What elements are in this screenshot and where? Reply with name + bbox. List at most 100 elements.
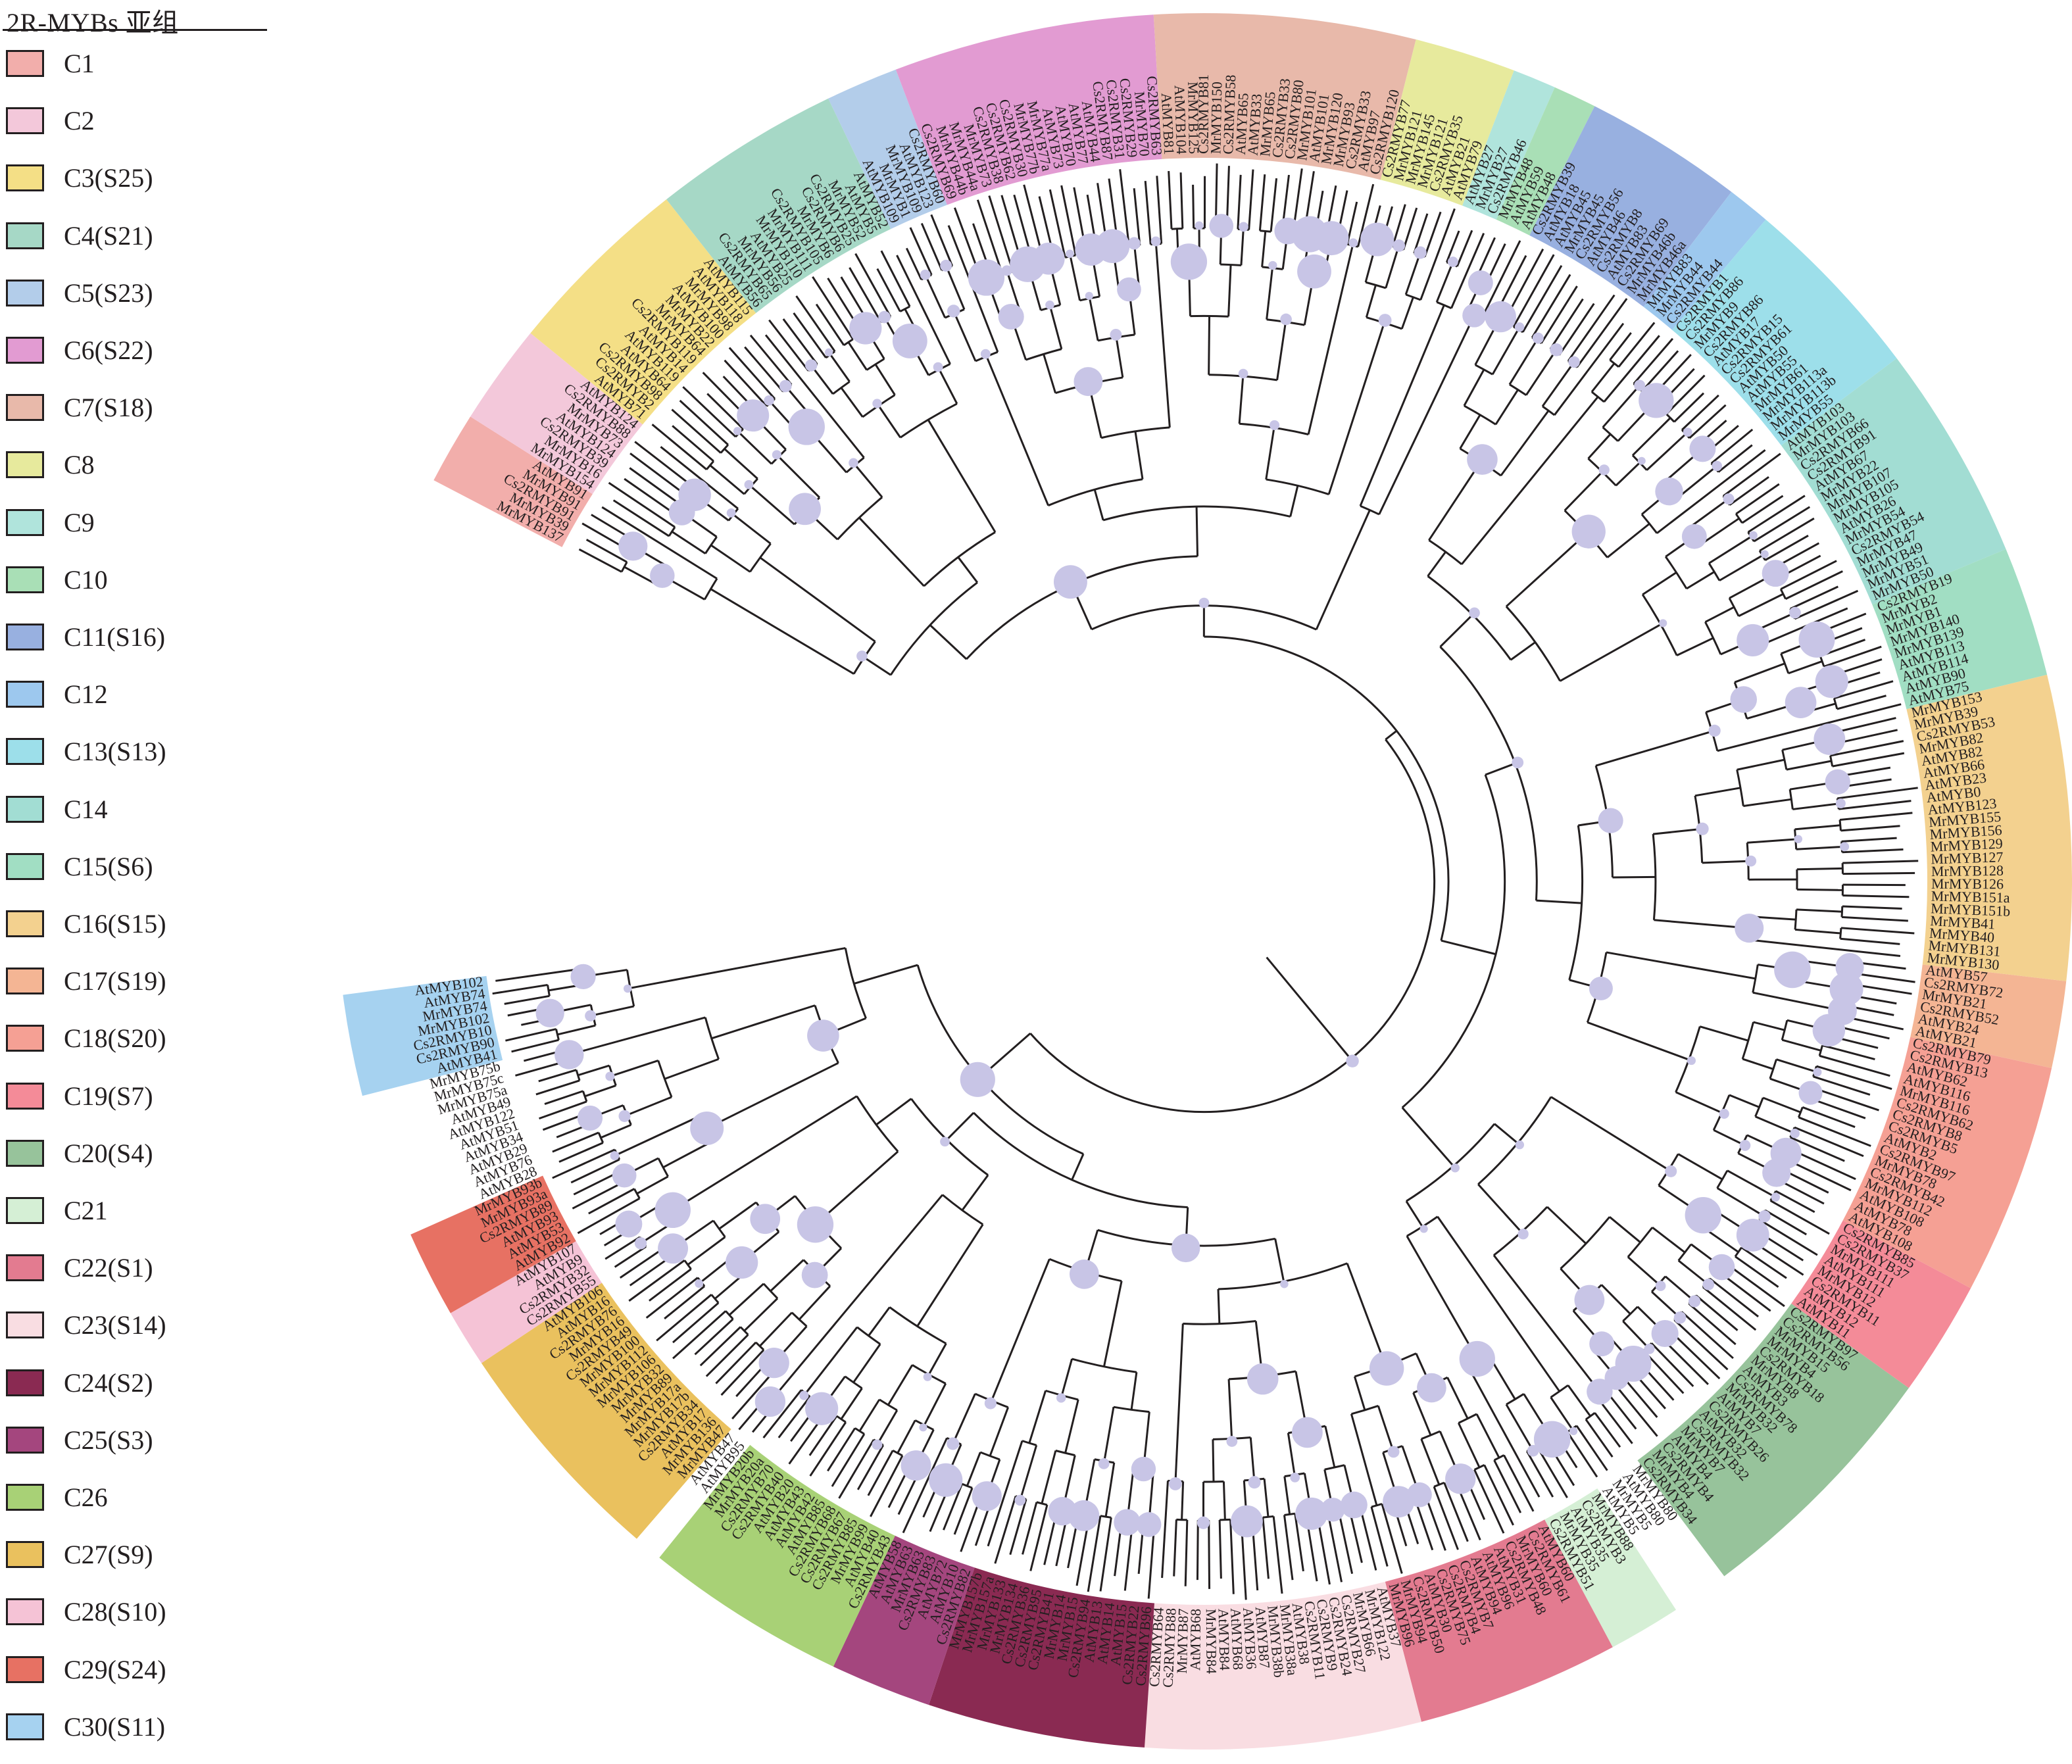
bootstrap-circle — [1659, 619, 1667, 627]
clade-band-c8 — [1380, 39, 1514, 206]
clade-band-c1 — [433, 416, 593, 547]
bootstrap-circle — [1655, 1281, 1666, 1291]
branch — [1699, 1025, 1749, 1042]
branch — [1719, 554, 1764, 581]
bootstrap-circle — [929, 1463, 963, 1497]
branch — [1681, 1311, 1734, 1360]
branch — [1262, 1517, 1270, 1579]
legend-swatch — [6, 566, 44, 593]
bootstrap-circle — [1589, 976, 1613, 1000]
legend-swatch — [6, 1369, 44, 1396]
branch-arc — [1752, 964, 1759, 993]
bootstrap-circle — [1414, 246, 1427, 259]
bootstrap-circle — [1735, 914, 1764, 943]
branch-arc — [1421, 1430, 1441, 1440]
branch — [1755, 1115, 1793, 1134]
branch — [1737, 758, 1785, 771]
branch — [1633, 337, 1674, 385]
bootstrap-circle — [1685, 1196, 1721, 1234]
bootstrap-circle — [1712, 460, 1723, 472]
legend-label: C7(S18) — [64, 393, 153, 423]
branch — [876, 268, 901, 312]
bootstrap-circle — [1269, 420, 1280, 430]
branch-arc — [1754, 1097, 1764, 1117]
branch — [816, 1150, 899, 1224]
clade-band-c3 — [530, 199, 756, 425]
branch-arc — [1183, 1320, 1256, 1325]
branch — [504, 994, 550, 1005]
branch — [511, 1039, 559, 1053]
bootstrap-circle — [1598, 464, 1610, 476]
branch — [809, 1421, 847, 1477]
branch-arc — [1113, 1406, 1150, 1413]
bootstrap-circle — [658, 1233, 689, 1264]
legend-title: 2R-MYBs 亚组 — [7, 8, 179, 37]
branch — [1022, 1502, 1038, 1555]
branch — [1218, 1519, 1222, 1579]
branch — [1212, 1439, 1215, 1482]
branch — [1500, 410, 1550, 477]
branch — [1841, 837, 1897, 843]
branch-arc — [836, 1415, 847, 1423]
branch — [1816, 1065, 1892, 1090]
branch — [1786, 760, 1832, 771]
branch — [976, 199, 1004, 276]
clade-band-c18 — [1842, 1037, 2052, 1288]
branch-arc — [1735, 513, 1743, 524]
bootstrap-circle — [650, 563, 675, 588]
bootstrap-circle — [1195, 221, 1204, 230]
bootstrap-circle — [1655, 478, 1683, 506]
branch-arc — [668, 526, 676, 537]
branch — [1087, 1515, 1102, 1592]
branch-arc — [1728, 597, 1740, 617]
branch — [1536, 899, 1582, 904]
branch — [1764, 1209, 1807, 1236]
branch — [1813, 1075, 1871, 1096]
legend-item-c25: C25(S3) — [6, 1425, 269, 1457]
branch-arc — [1829, 755, 1834, 767]
clade-band-c11 — [1529, 106, 1732, 307]
branch — [612, 499, 670, 537]
branch-arc — [1591, 391, 1605, 403]
bootstrap-circle — [1785, 687, 1817, 718]
clade-band-c22 — [1385, 1519, 1613, 1722]
branch — [1365, 284, 1377, 318]
branch — [1729, 476, 1769, 506]
branch — [1716, 1187, 1763, 1216]
branch-arc — [706, 460, 715, 470]
branch — [1652, 1226, 1686, 1254]
branch — [1781, 1039, 1821, 1052]
branch — [1729, 1094, 1760, 1108]
branch — [1134, 431, 1144, 479]
branch-arc — [1493, 1454, 1505, 1461]
legend-item-c5: C5(S23) — [6, 278, 269, 310]
legend-item-c9: C9 — [6, 508, 269, 539]
branch-arc — [1818, 1044, 1823, 1056]
legend-swatch — [6, 968, 44, 995]
branch — [923, 1383, 947, 1426]
branch — [1553, 322, 1625, 416]
branch — [656, 1294, 712, 1342]
branch-arc — [620, 561, 628, 573]
legend-swatch — [6, 910, 44, 937]
leaf-label: Cs2RMYB88 — [1159, 1607, 1179, 1688]
legend-swatch — [6, 738, 44, 766]
branch — [1567, 1384, 1591, 1417]
legend-swatch — [6, 394, 44, 422]
branch — [1676, 637, 1714, 656]
branch — [1794, 928, 1841, 935]
legend-item-c16: C16(S15) — [6, 909, 269, 941]
bootstrap-circle — [1708, 724, 1721, 737]
branch — [1606, 951, 1756, 980]
legend-label: C24(S2) — [64, 1367, 153, 1398]
legend-item-c7: C7(S18) — [6, 393, 269, 424]
branch — [1842, 848, 1904, 854]
legend-swatch — [6, 1197, 44, 1224]
branch — [1119, 169, 1131, 247]
legend-label: C15(S6) — [64, 851, 153, 881]
branch-arc — [1203, 1480, 1224, 1483]
clade-band-c30 — [343, 975, 503, 1096]
bootstrap-circle — [1114, 1509, 1141, 1536]
legend-swatch — [6, 50, 44, 77]
